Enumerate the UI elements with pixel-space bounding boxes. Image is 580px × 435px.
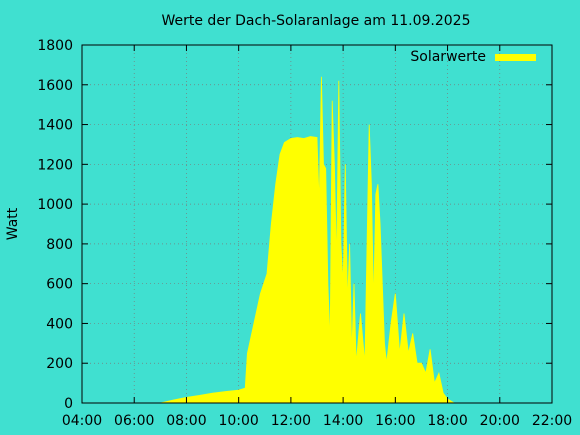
y-tick-label: 200 — [46, 356, 73, 372]
x-tick-label: 22:00 — [532, 413, 572, 429]
x-tick-label: 08:00 — [166, 413, 206, 429]
y-tick-label: 400 — [46, 316, 73, 332]
y-tick-label: 800 — [46, 237, 73, 253]
x-tick-labels: 04:00 06:00 08:00 10:00 12:00 14:00 16:00 18:00… — [62, 413, 572, 429]
legend-label-solarwerte: Solarwerte — [410, 49, 486, 65]
legend: Solarwerte — [410, 49, 536, 65]
y-tick-label: 1200 — [37, 157, 73, 173]
series-area-solarwerte — [160, 76, 456, 404]
y-tick-label: 1000 — [37, 197, 73, 213]
x-tick-label: 12:00 — [271, 413, 311, 429]
x-tick-label: 04:00 — [62, 413, 102, 429]
legend-swatch-solarwerte — [495, 54, 536, 61]
y-tick-label: 1800 — [37, 38, 73, 54]
y-tick-label: 0 — [64, 396, 73, 412]
x-tick-label: 16:00 — [375, 413, 415, 429]
x-tick-label: 14:00 — [323, 413, 363, 429]
y-tick-label: 1400 — [37, 118, 73, 134]
chart-title: Werte der Dach-Solaranlage am 11.09.2025 — [161, 13, 470, 29]
plot-frame — [81, 44, 553, 404]
y-axis-label: Watt — [5, 207, 21, 240]
x-tick-label: 06:00 — [114, 413, 154, 429]
y-tick-labels: 0 200 400 600 800 1000 1200 1400 1600 1800 — [37, 38, 73, 412]
y-tick-label: 1600 — [37, 78, 73, 94]
y-tick-label: 600 — [46, 277, 73, 293]
x-tick-label: 10:00 — [218, 413, 258, 429]
x-tick-label: 20:00 — [480, 413, 520, 429]
series-area-layer — [160, 76, 456, 404]
x-tick-label: 18:00 — [427, 413, 467, 429]
